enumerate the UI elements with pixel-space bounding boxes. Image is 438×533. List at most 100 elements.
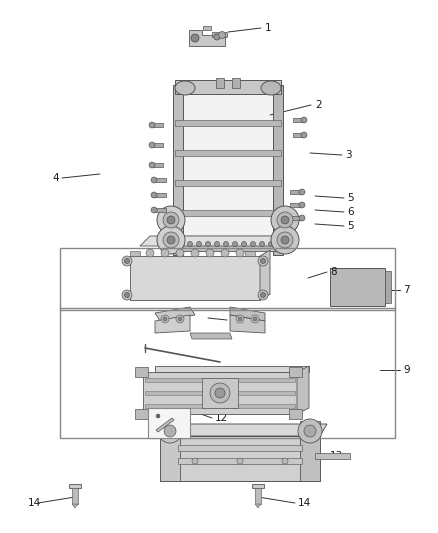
Circle shape [146, 249, 154, 257]
Circle shape [163, 212, 179, 228]
Text: 2: 2 [315, 100, 321, 110]
Circle shape [151, 177, 157, 183]
Polygon shape [130, 294, 270, 300]
Circle shape [236, 249, 244, 257]
Polygon shape [135, 367, 148, 377]
Circle shape [281, 216, 289, 224]
Bar [216, 78, 224, 88]
Circle shape [187, 241, 192, 246]
Circle shape [251, 241, 255, 246]
Circle shape [219, 31, 226, 38]
Circle shape [281, 236, 289, 244]
Circle shape [236, 315, 244, 323]
Circle shape [251, 315, 259, 323]
Text: 9: 9 [403, 365, 410, 375]
Polygon shape [175, 180, 281, 186]
Ellipse shape [175, 81, 195, 95]
Text: 11: 11 [215, 400, 228, 410]
Circle shape [205, 241, 211, 246]
Circle shape [191, 249, 199, 257]
Text: 13: 13 [330, 451, 343, 461]
Polygon shape [175, 80, 281, 94]
Polygon shape [230, 307, 265, 321]
Circle shape [261, 293, 265, 297]
Circle shape [258, 290, 268, 300]
Circle shape [164, 425, 176, 437]
Circle shape [191, 34, 199, 42]
Circle shape [271, 226, 299, 254]
Circle shape [151, 192, 157, 198]
Text: 5: 5 [347, 221, 353, 231]
Circle shape [299, 189, 305, 195]
Circle shape [221, 249, 229, 257]
Circle shape [259, 241, 265, 246]
Polygon shape [153, 143, 163, 147]
Bar [232, 78, 240, 88]
Text: 5: 5 [347, 193, 353, 203]
Polygon shape [212, 32, 227, 37]
Circle shape [282, 458, 288, 464]
Polygon shape [290, 190, 301, 194]
Polygon shape [155, 366, 309, 372]
Polygon shape [300, 436, 320, 481]
Circle shape [298, 419, 322, 443]
Polygon shape [178, 445, 302, 451]
Circle shape [299, 202, 305, 208]
Polygon shape [155, 208, 166, 212]
Circle shape [253, 317, 257, 321]
Circle shape [124, 293, 130, 297]
Circle shape [301, 117, 307, 123]
Polygon shape [189, 30, 225, 46]
Polygon shape [140, 236, 280, 246]
Circle shape [223, 241, 229, 246]
Polygon shape [155, 315, 190, 333]
Polygon shape [255, 504, 261, 508]
Circle shape [237, 458, 243, 464]
Text: 6: 6 [347, 207, 353, 217]
Polygon shape [290, 216, 301, 220]
Bar [60, 308, 395, 438]
Circle shape [156, 414, 160, 418]
Circle shape [301, 132, 307, 138]
Polygon shape [330, 268, 385, 306]
Text: 14: 14 [298, 498, 311, 508]
Bar [60, 248, 395, 310]
Text: 8: 8 [330, 267, 337, 277]
Text: 1: 1 [265, 23, 272, 33]
Polygon shape [260, 250, 270, 300]
Circle shape [206, 249, 214, 257]
Polygon shape [173, 85, 183, 255]
Circle shape [122, 256, 132, 266]
Polygon shape [273, 85, 283, 255]
Circle shape [163, 317, 167, 321]
Circle shape [167, 216, 175, 224]
Circle shape [161, 315, 169, 323]
Polygon shape [202, 378, 238, 408]
Circle shape [258, 256, 268, 266]
Polygon shape [69, 484, 81, 488]
Polygon shape [153, 163, 163, 167]
Polygon shape [297, 366, 309, 414]
Circle shape [277, 232, 293, 248]
Polygon shape [145, 391, 295, 395]
Circle shape [214, 34, 220, 40]
Polygon shape [155, 178, 166, 182]
Polygon shape [153, 123, 163, 127]
Polygon shape [160, 424, 327, 436]
Polygon shape [178, 458, 302, 464]
Circle shape [268, 241, 273, 246]
Polygon shape [130, 251, 140, 256]
Polygon shape [173, 237, 283, 251]
Circle shape [157, 206, 185, 234]
Polygon shape [181, 90, 275, 235]
Circle shape [304, 425, 316, 437]
Circle shape [261, 259, 265, 263]
Circle shape [149, 122, 155, 128]
Circle shape [277, 212, 293, 228]
Circle shape [192, 458, 198, 464]
Circle shape [299, 215, 305, 221]
Circle shape [122, 290, 132, 300]
Polygon shape [156, 418, 174, 432]
Circle shape [161, 249, 169, 257]
Polygon shape [293, 133, 303, 137]
